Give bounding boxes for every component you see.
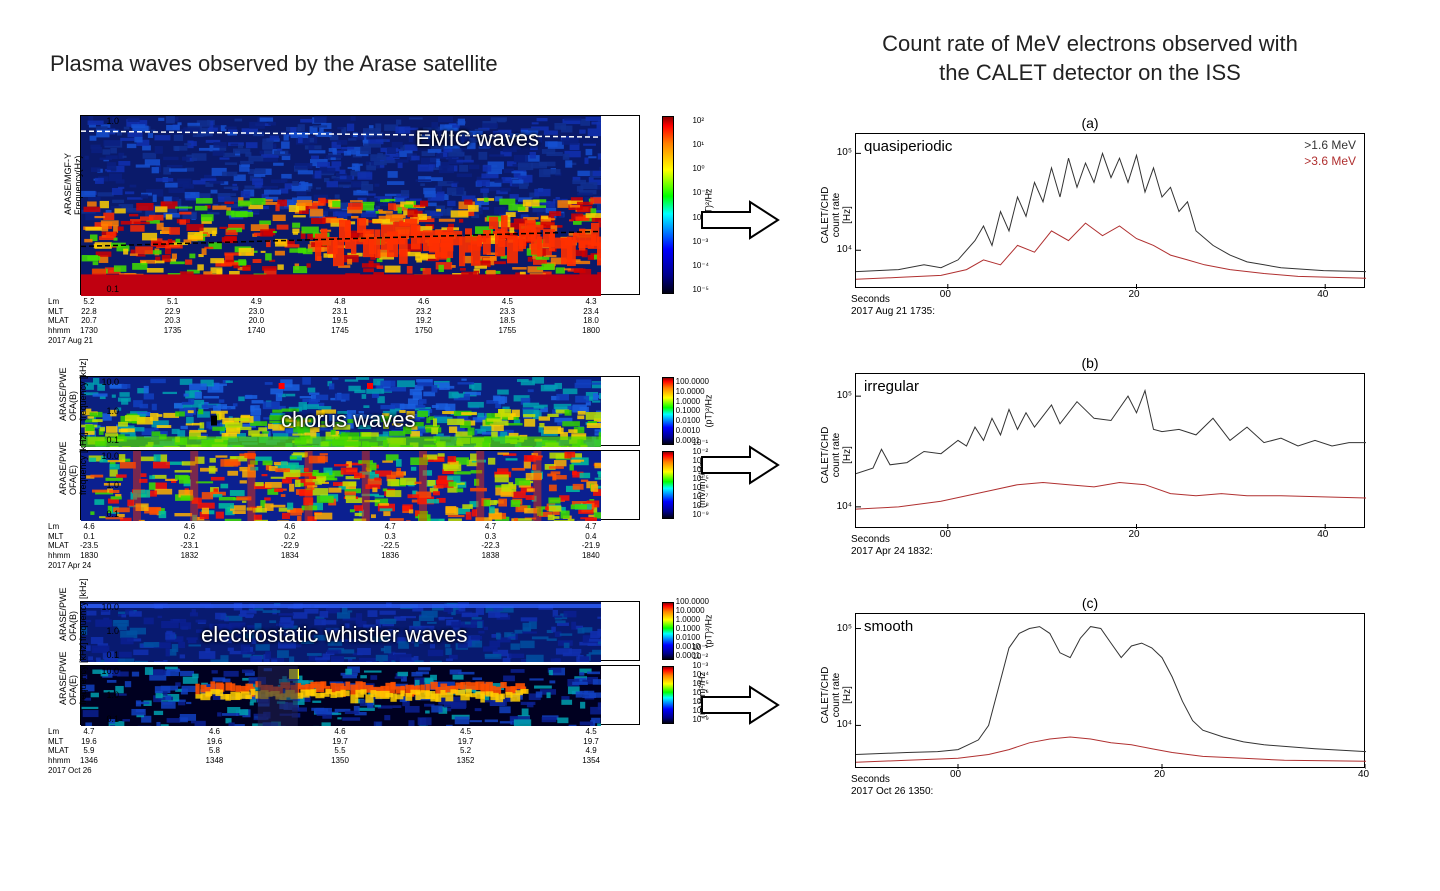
count-rate-chart-b: (b)CALET/CHD count rate [Hz]irregular10⁴… [800,355,1380,555]
colorbar-unit: (pT)²/Hz [704,394,714,427]
y-axis-label: ARASE/MGF-Y Frequency(Hz) [63,195,83,215]
flow-arrow [700,685,780,725]
flow-arrow [700,445,780,485]
series-line [856,483,1366,510]
x-axis-date: 2017 Oct 26 [48,766,600,776]
legend-item: >1.6 MeV [1304,138,1356,154]
x-tick-column: 4.3 23.4 18.0 1800 [582,297,600,335]
spectrogram-whistler-panel-1: ARASE/PWE OFA(E) frequency [kHz]0.11.010… [80,665,640,725]
y-ticks: 10⁴10⁵ [826,614,854,769]
x-tick-column: 4.6 19.7 5.5 1350 [331,727,349,765]
x-axis-multirow: Lm MLT MLAT hhmm5.2 22.8 20.7 17305.1 22… [80,297,600,346]
x-axis-multirow: Lm MLT MLAT hhmm4.6 0.1 -23.5 18304.6 0.… [80,522,600,571]
left-column-title: Plasma waves observed by the Arase satel… [50,50,670,79]
legend-item: >3.6 MeV [1304,154,1356,170]
chart-frame: smooth10⁴10⁵002040Seconds 2017 Oct 26 13… [855,613,1365,768]
x-axis-timestamp: Seconds 2017 Oct 26 1350: [851,774,933,797]
colorbar [662,602,674,660]
y-ticks: 0.11.010.0 [105,602,119,660]
y-ticks: 0.11.010.0 [105,451,119,519]
spectrogram-whistler-panel-0: ARASE/PWE OFA(B) frequency [kHz]0.11.010… [80,601,640,661]
colorbar [662,116,674,294]
x-tick-column: 4.5 23.3 18.5 1755 [498,297,516,335]
right-column-title: Count rate of MeV electrons observed wit… [800,30,1380,87]
x-tick-column: 4.6 0.1 -23.5 1830 [80,522,98,560]
chart-category-label: quasiperiodic [864,138,952,155]
x-tick-column: 4.7 0.3 -22.3 1838 [481,522,499,560]
y-ticks: 0.11.010.0 [105,666,119,724]
count-rate-chart-c: (c)CALET/CHD count rate [Hz]smooth10⁴10⁵… [800,595,1380,795]
spectrogram-emic-panel-0: ARASE/MGF-Y Frequency(Hz)0.11.010⁻⁵10⁻⁴1… [80,115,640,295]
chart-frame: quasiperiodic>1.6 MeV>3.6 MeV10⁴10⁵00204… [855,133,1365,288]
left-column: ARASE/MGF-Y Frequency(Hz)0.11.010⁻⁵10⁻⁴1… [40,115,680,806]
x-tick-column: 4.9 23.0 20.0 1740 [247,297,265,335]
chart-category-label: smooth [864,618,913,635]
x-tick-column: 5.2 22.8 20.7 1730 [80,297,98,335]
chart-frame: irregular10⁴10⁵002040Seconds 2017 Apr 24… [855,373,1365,528]
colorbar [662,377,674,445]
y-axis-label: ARASE/PWE OFA(E) frequency [kHz] [58,685,88,705]
y-ticks: 0.11.010.0 [105,377,119,445]
y-axis-label: ARASE/PWE OFA(B) frequency [kHz] [58,621,88,641]
chart-subplot-title: (b) [800,355,1380,371]
x-axis-date: 2017 Aug 21 [48,336,600,346]
x-axis-row-headers: Lm MLT MLAT hhmm [48,522,70,560]
x-axis-row-headers: Lm MLT MLAT hhmm [48,727,70,765]
x-tick-column: 4.7 19.6 5.9 1346 [80,727,98,765]
spectrogram-chorus-panel-0: ARASE/PWE OFA(B) frequency [kHz]0.11.010… [80,376,640,446]
x-axis-row-headers: Lm MLT MLAT hhmm [48,297,70,335]
y-ticks: 10⁴10⁵ [826,134,854,289]
x-tick-column: 4.5 19.7 5.2 1352 [457,727,475,765]
colorbar [662,451,674,519]
count-rate-chart-a: (a)CALET/CHD count rate [Hz]quasiperiodi… [800,115,1380,315]
chart-subplot-title: (a) [800,115,1380,131]
colorbar [662,666,674,724]
x-axis-timestamp: Seconds 2017 Aug 21 1735: [851,294,935,317]
x-tick-column: 4.6 19.6 5.8 1348 [206,727,224,765]
chart-plot-area [856,374,1366,529]
x-axis-timestamp: Seconds 2017 Apr 24 1832: [851,534,933,557]
x-tick-column: 4.5 19.7 4.9 1354 [582,727,600,765]
series-line [856,153,1366,271]
chart-subplot-title: (c) [800,595,1380,611]
chart-legend: >1.6 MeV>3.6 MeV [1304,138,1356,169]
y-ticks: 10⁴10⁵ [826,374,854,529]
chart-plot-area [856,614,1366,769]
x-tick-column: 5.1 22.9 20.3 1735 [164,297,182,335]
x-tick-column: 4.7 0.3 -22.5 1836 [381,522,399,560]
chart-plot-area [856,134,1366,289]
y-axis-label: ARASE/PWE OFA(B) frequency [kHz] [58,401,88,421]
y-axis-label: ARASE/PWE OFA(E) frequency [kHz] [58,475,88,495]
y-ticks: 0.11.0 [105,116,119,294]
series-line [856,627,1366,755]
x-axis-multirow: Lm MLT MLAT hhmm4.7 19.6 5.9 13464.6 19.… [80,727,600,776]
right-column: (a)CALET/CHD count rate [Hz]quasiperiodi… [800,115,1380,835]
chart-category-label: irregular [864,378,919,395]
spectrogram-whistler: ARASE/PWE OFA(B) frequency [kHz] 0.11.010… [40,601,680,776]
flow-arrow [700,200,780,240]
x-tick-column: 4.8 23.1 19.5 1745 [331,297,349,335]
x-tick-column: 4.6 0.2 -22.9 1834 [281,522,299,560]
spectrogram-emic: ARASE/MGF-Y Frequency(Hz)0.11.010⁻⁵10⁻⁴1… [40,115,680,346]
x-tick-column: 4.6 0.2 -23.1 1832 [180,522,198,560]
spectrogram-chorus: ARASE/PWE OFA(B) frequency [kHz] 0.11.010… [40,376,680,571]
series-line [856,737,1366,762]
series-line [856,223,1366,279]
x-tick-column: 4.6 23.2 19.2 1750 [415,297,433,335]
x-tick-column: 4.7 0.4 -21.9 1840 [582,522,600,560]
spectrogram-chorus-panel-1: ARASE/PWE OFA(E) frequency [kHz]0.11.010… [80,450,640,520]
x-axis-date: 2017 Apr 24 [48,561,600,571]
series-line [856,391,1366,474]
